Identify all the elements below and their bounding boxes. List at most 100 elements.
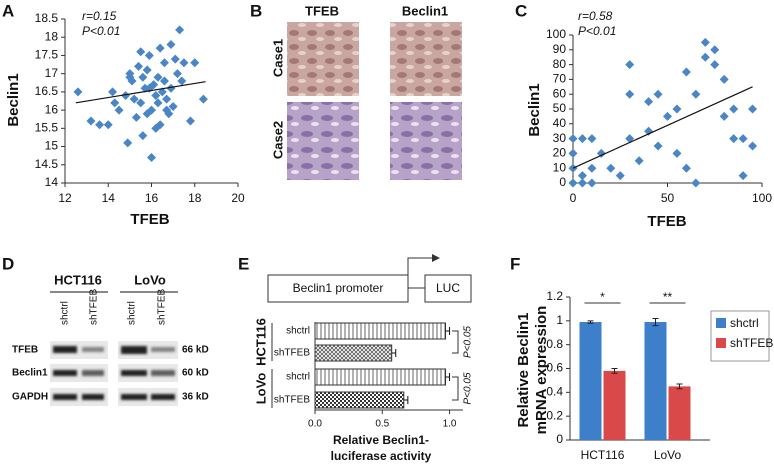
group-label: HCT116 bbox=[253, 318, 268, 366]
point bbox=[681, 67, 691, 77]
error-bar bbox=[587, 320, 594, 324]
point bbox=[653, 141, 663, 151]
y-tick-label: 70 bbox=[553, 72, 567, 86]
panel-letter: B bbox=[250, 1, 262, 20]
y-tick-label: 30 bbox=[553, 131, 567, 145]
trend-line bbox=[572, 86, 753, 169]
significance: ** bbox=[663, 290, 673, 304]
trend-line bbox=[75, 81, 206, 104]
x-tick-label: HCT116 bbox=[581, 448, 625, 462]
reporter-label: LUC bbox=[436, 281, 460, 295]
cell-line-label: HCT116 bbox=[54, 272, 102, 287]
point bbox=[587, 178, 597, 188]
category-label: shTFEB bbox=[274, 348, 310, 359]
y-tick-label: 10 bbox=[553, 160, 567, 174]
group-label: LoVo bbox=[253, 373, 268, 405]
x-tick-label: 0.0 bbox=[308, 419, 322, 430]
y-axis-label: Beclin1 bbox=[526, 83, 543, 136]
point bbox=[691, 89, 701, 99]
point bbox=[710, 45, 720, 55]
error-bar bbox=[445, 373, 451, 381]
lane-label: shTFEB bbox=[157, 289, 168, 325]
category-label: shctrl bbox=[286, 372, 310, 383]
y-tick-label: 14 bbox=[45, 175, 59, 189]
point bbox=[159, 58, 169, 68]
point bbox=[159, 76, 169, 86]
point bbox=[110, 98, 120, 108]
y-tick-label: 20 bbox=[553, 146, 567, 160]
bar bbox=[644, 322, 667, 440]
annotation: r=0.58 bbox=[578, 9, 613, 23]
point bbox=[144, 50, 154, 60]
annotation: P<0.01 bbox=[82, 24, 120, 38]
point bbox=[121, 91, 131, 101]
cell-line-label: LoVo bbox=[134, 272, 166, 287]
point bbox=[177, 76, 187, 86]
y-tick-label: 15.5 bbox=[35, 121, 59, 135]
point bbox=[587, 163, 597, 173]
ihc-image bbox=[390, 22, 462, 96]
point bbox=[568, 178, 578, 188]
bar bbox=[314, 368, 447, 386]
x-axis-label: Relative Beclin1- bbox=[333, 433, 429, 447]
error-bar bbox=[652, 317, 659, 327]
x-tick-label: 20 bbox=[231, 191, 245, 205]
point bbox=[123, 138, 133, 148]
column-label: Beclin1 bbox=[402, 3, 448, 18]
x-tick-label: 14 bbox=[102, 191, 116, 205]
y-tick-label: 0.6 bbox=[546, 361, 563, 375]
point bbox=[596, 148, 606, 158]
y-tick-label: 18.5 bbox=[35, 11, 59, 25]
y-tick-label: 15 bbox=[45, 139, 59, 153]
x-axis-label: TFEB bbox=[647, 213, 686, 230]
point bbox=[153, 98, 163, 108]
error-bar bbox=[611, 368, 618, 374]
point bbox=[681, 163, 691, 173]
point bbox=[625, 60, 635, 70]
x-tick-label: 18 bbox=[188, 191, 202, 205]
point bbox=[719, 111, 729, 121]
point bbox=[625, 89, 635, 99]
lane-label: shTFEB bbox=[89, 289, 100, 325]
y-tick-label: 18 bbox=[45, 29, 59, 43]
y-axis-label: mRNA expression bbox=[533, 306, 550, 435]
significance: * bbox=[600, 290, 605, 304]
point bbox=[190, 58, 200, 68]
lane-label: shctrl bbox=[127, 301, 138, 325]
point bbox=[155, 120, 165, 130]
point bbox=[170, 54, 180, 64]
x-tick-label: 100 bbox=[752, 191, 772, 205]
size-label: 66 kD bbox=[182, 345, 209, 356]
panel-letter: E bbox=[238, 254, 249, 273]
row-label: Case1 bbox=[270, 39, 285, 77]
point bbox=[691, 178, 701, 188]
point bbox=[162, 105, 172, 115]
legend-swatch bbox=[716, 318, 726, 328]
size-label: 60 kD bbox=[182, 368, 209, 379]
point bbox=[729, 134, 739, 144]
point bbox=[168, 101, 178, 111]
sig-bracket bbox=[452, 376, 459, 401]
point bbox=[700, 37, 710, 47]
point bbox=[103, 120, 113, 130]
x-axis-label: TFEB bbox=[130, 211, 169, 228]
x-tick-label: 0 bbox=[570, 191, 577, 205]
sig-bracket bbox=[452, 330, 459, 354]
legend-label: shTFEB bbox=[730, 336, 773, 350]
protein-label: TFEB bbox=[12, 345, 38, 356]
promoter-label: Beclin1 promoter bbox=[293, 281, 384, 295]
y-tick-label: 0 bbox=[559, 175, 566, 189]
x-tick-label: 16 bbox=[145, 191, 159, 205]
y-tick-label: 14.5 bbox=[35, 157, 59, 171]
point bbox=[129, 94, 139, 104]
y-tick-label: 60 bbox=[553, 86, 567, 100]
y-tick-label: 17 bbox=[45, 66, 59, 80]
point bbox=[108, 87, 118, 97]
point bbox=[663, 111, 672, 121]
point bbox=[138, 72, 148, 82]
y-tick-label: 0.2 bbox=[546, 408, 563, 422]
protein-label: GAPDH bbox=[12, 392, 48, 403]
point bbox=[700, 52, 710, 62]
x-tick-label: 12 bbox=[58, 191, 72, 205]
